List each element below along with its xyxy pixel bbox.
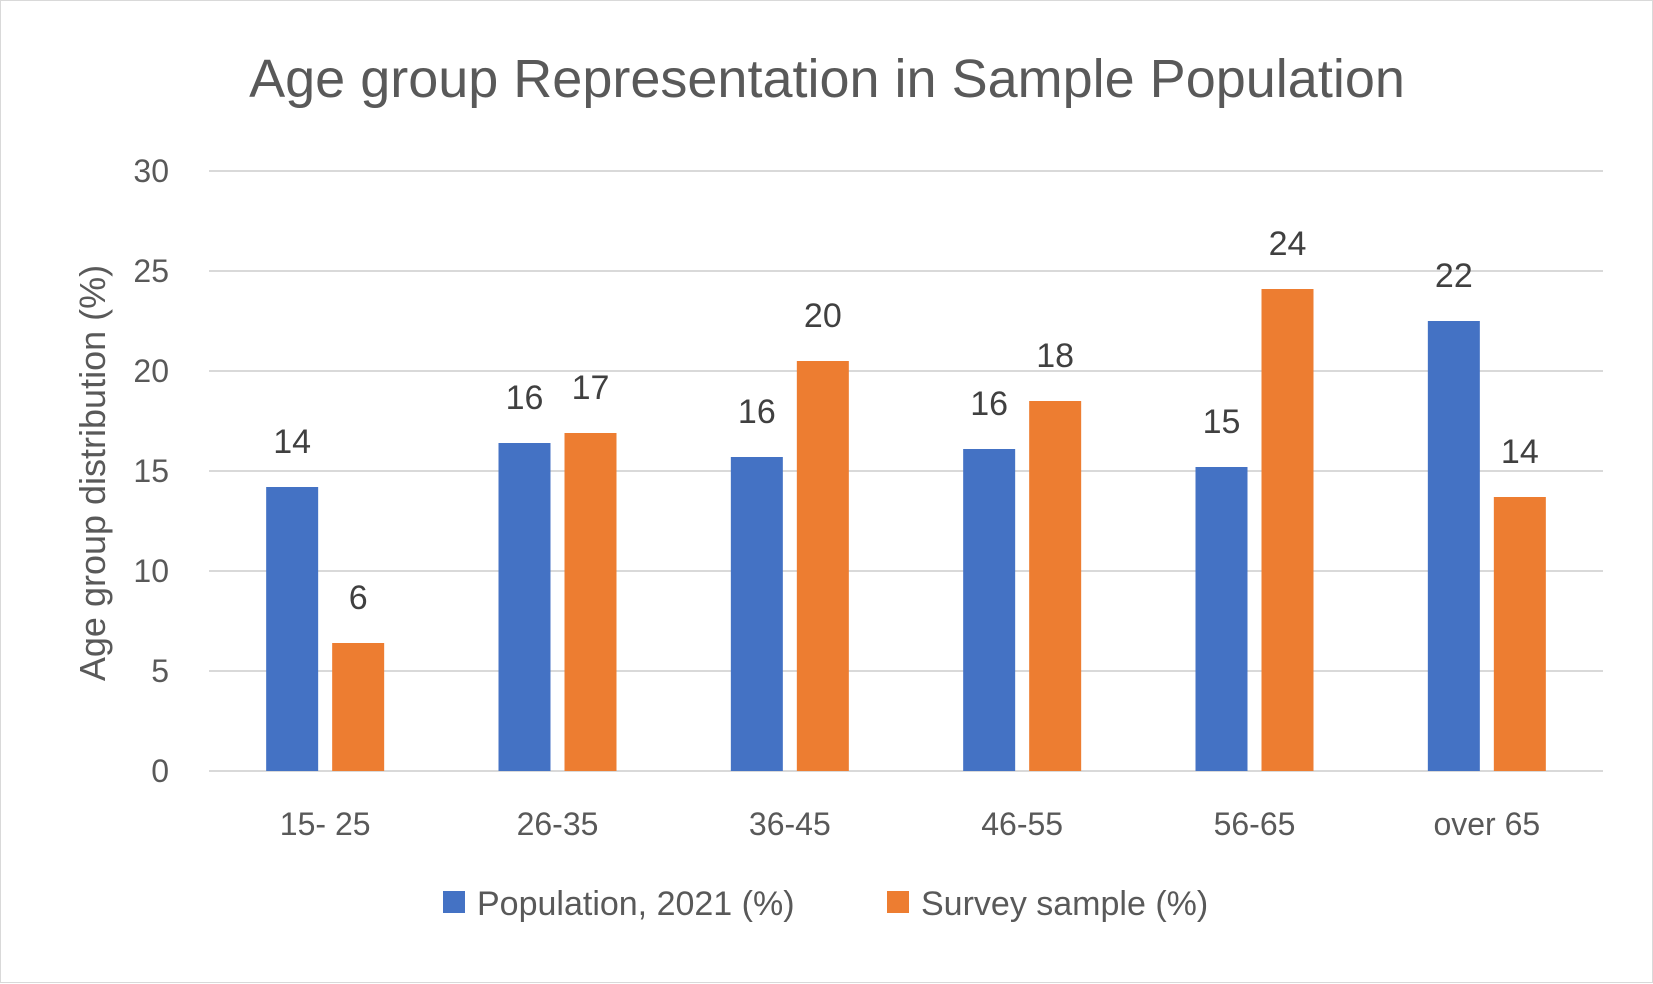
legend-swatch	[887, 891, 909, 913]
x-tick-label: 36-45	[749, 806, 831, 842]
bar	[1427, 321, 1480, 771]
data-label: 16	[506, 379, 544, 417]
y-tick-label: 30	[133, 153, 169, 189]
x-tick-label: 26-35	[517, 806, 599, 842]
bar	[1493, 497, 1546, 771]
x-tick-label: 56-65	[1214, 806, 1296, 842]
y-tick-label: 20	[133, 353, 169, 389]
bar	[796, 361, 849, 771]
y-axis-ticks: 0 5 10 15 20 25 30	[133, 153, 169, 789]
data-label: 14	[273, 423, 311, 461]
bar	[564, 433, 617, 771]
bar	[332, 643, 385, 771]
legend-label: Population, 2021 (%)	[477, 885, 795, 923]
data-label: 16	[738, 393, 776, 431]
bar	[498, 443, 551, 771]
y-tick-label: 25	[133, 253, 169, 289]
y-tick-label: 10	[133, 553, 169, 589]
data-label: 17	[572, 369, 610, 407]
x-axis-ticks: 15- 25 26-35 36-45 46-55 56-65 over 65	[280, 806, 1540, 842]
data-label: 22	[1435, 257, 1473, 295]
bar	[730, 457, 783, 771]
x-tick-label: 46-55	[981, 806, 1063, 842]
bar	[1195, 467, 1248, 771]
data-label: 16	[970, 385, 1008, 423]
y-axis-title: Age group distribution (%)	[72, 265, 113, 681]
bar	[963, 449, 1016, 771]
data-labels: 14 6 16 17 16 20 16 18 15 24 22 14	[273, 225, 1538, 617]
legend-label: Survey sample (%)	[921, 885, 1208, 923]
x-tick-label: 15- 25	[280, 806, 371, 842]
y-tick-label: 5	[151, 653, 169, 689]
data-label: 6	[349, 579, 368, 617]
y-tick-label: 15	[133, 453, 169, 489]
gridlines	[209, 170, 1603, 772]
legend-swatch	[443, 891, 465, 913]
legend: Population, 2021 (%) Survey sample (%)	[443, 885, 1208, 923]
data-label: 18	[1036, 337, 1074, 375]
x-tick-label: over 65	[1433, 806, 1540, 842]
chart-title: Age group Representation in Sample Popul…	[249, 49, 1405, 109]
data-label: 15	[1203, 403, 1241, 441]
y-tick-label: 0	[151, 753, 169, 789]
bar	[266, 487, 319, 771]
data-label: 24	[1269, 225, 1307, 263]
data-label: 20	[804, 297, 842, 335]
bar	[1029, 401, 1082, 771]
bar	[1261, 289, 1314, 771]
bars	[266, 289, 1546, 771]
data-label: 14	[1501, 433, 1539, 471]
